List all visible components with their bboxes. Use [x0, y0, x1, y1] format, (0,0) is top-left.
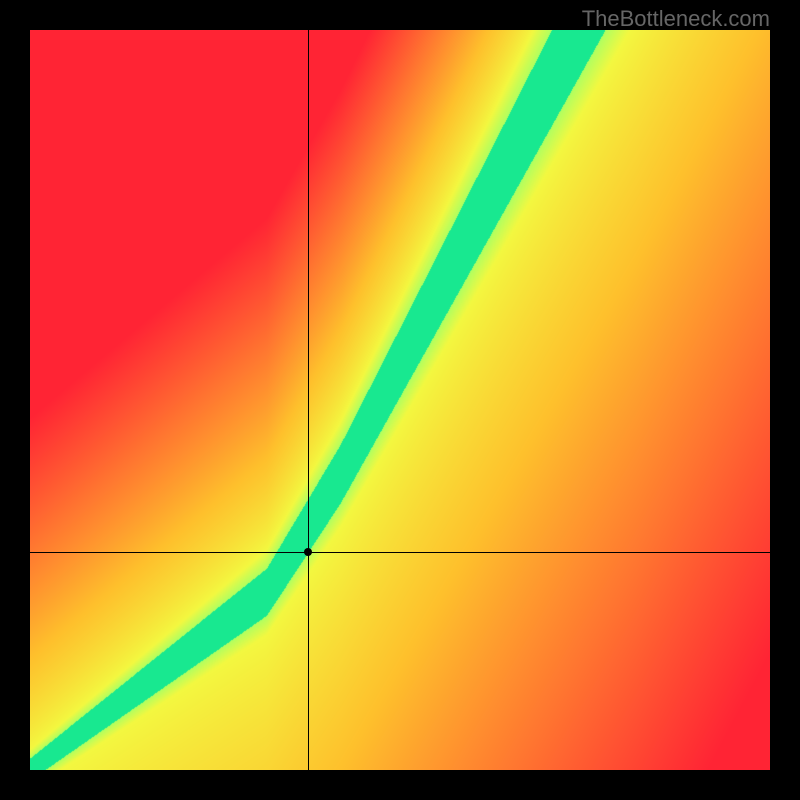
crosshair-horizontal: [30, 552, 770, 553]
heatmap-plot: [30, 30, 770, 770]
marker-dot: [304, 548, 312, 556]
heatmap-canvas: [30, 30, 770, 770]
watermark-text: TheBottleneck.com: [582, 6, 770, 32]
crosshair-vertical: [308, 30, 309, 770]
